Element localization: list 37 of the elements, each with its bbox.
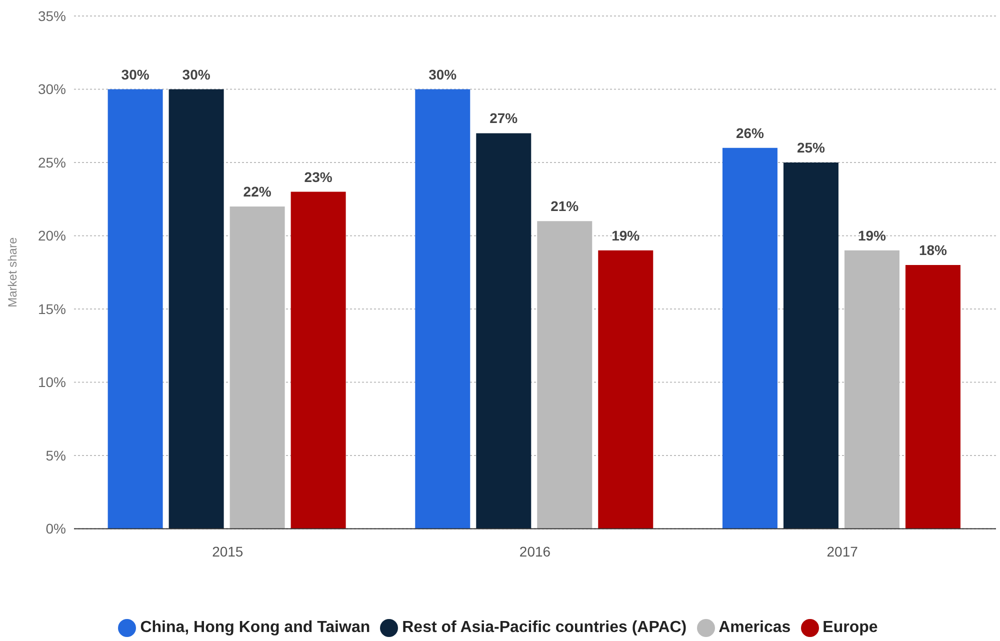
bar (905, 265, 960, 529)
data-label: 30% (428, 66, 458, 82)
data-label: 27% (490, 110, 518, 126)
bar (783, 162, 838, 529)
data-label: 23% (304, 168, 333, 185)
bar (168, 89, 224, 529)
bar (290, 192, 346, 529)
y-tick-label: 10% (38, 374, 66, 390)
x-tick-label: 2015 (212, 544, 244, 560)
data-label: 18% (918, 242, 948, 258)
data-label: 19% (858, 227, 887, 244)
legend-label: Americas (718, 619, 791, 636)
bar (415, 89, 470, 529)
y-tick-label: 20% (38, 228, 66, 244)
y-tick-label: 0% (46, 520, 66, 537)
data-label: 30% (121, 66, 150, 82)
y-tick-label: 5% (46, 447, 66, 464)
y-tick-label: 25% (38, 154, 66, 170)
data-label: 30% (182, 66, 211, 82)
bar (722, 148, 778, 529)
legend-label: China, Hong Kong and Taiwan (140, 619, 370, 636)
y-axis-title: Market share (5, 237, 20, 308)
bar (476, 133, 532, 529)
data-label: 21% (550, 198, 580, 214)
bar (598, 250, 654, 529)
bar (108, 89, 163, 529)
y-tick-label: 15% (38, 300, 66, 317)
legend-label: Rest of Asia-Pacific countries (APAC) (402, 619, 687, 636)
data-label: 25% (796, 140, 826, 156)
data-label: 19% (612, 227, 640, 244)
data-label: 26% (736, 124, 765, 141)
legend-label: Europe (822, 619, 878, 636)
data-label: 22% (243, 183, 272, 200)
x-tick-label: 2017 (826, 544, 858, 560)
y-tick-label: 30% (38, 81, 66, 98)
x-tick-label: 2016 (519, 544, 551, 560)
y-tick-label: 35% (38, 8, 66, 24)
